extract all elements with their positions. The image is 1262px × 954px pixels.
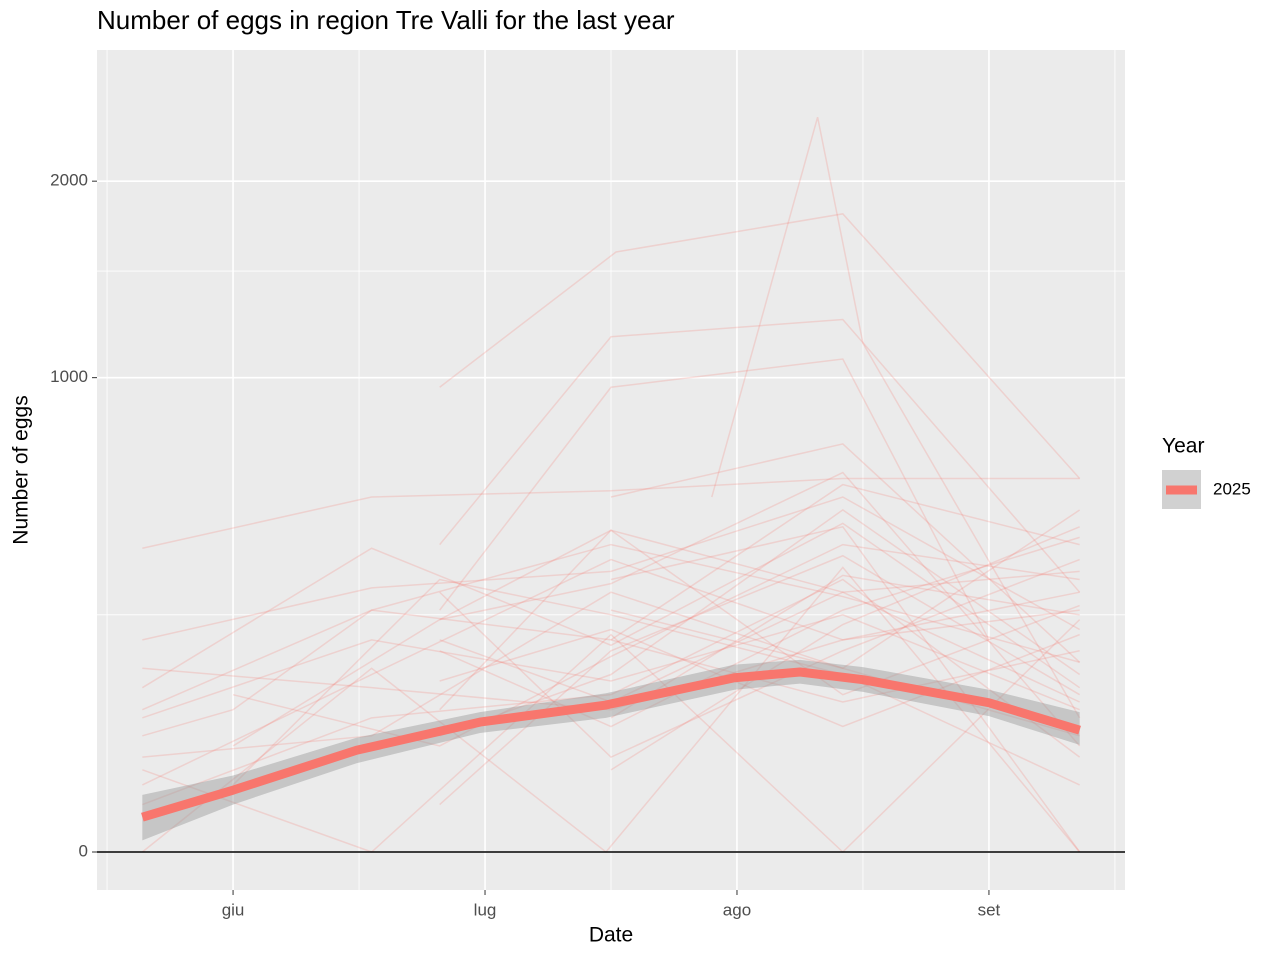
trace-line — [142, 558, 1080, 786]
legend: 2025 — [1162, 470, 1251, 509]
x-tick-label: set — [978, 900, 1001, 919]
chart-title: Number of eggs in region Tre Valli for t… — [97, 5, 675, 35]
trace-line — [232, 578, 1080, 786]
trace-line — [439, 558, 1080, 759]
x-axis-title: Date — [589, 924, 633, 947]
x-tick-label: lug — [474, 900, 497, 919]
trace-line — [439, 529, 1080, 711]
trace-line — [610, 574, 1080, 719]
trace-line — [610, 509, 1081, 670]
x-tick-label: ago — [723, 900, 751, 919]
trace-line — [142, 496, 1081, 641]
trace-line — [142, 614, 1080, 719]
trace-line — [439, 536, 1080, 728]
trace-line — [232, 529, 1080, 747]
trace-line — [610, 525, 1081, 853]
smooth — [141, 659, 1081, 841]
trace-line — [439, 318, 1081, 593]
trace-line — [142, 578, 1081, 806]
legend-label: 2025 — [1213, 479, 1251, 498]
trace-line — [232, 543, 1080, 747]
trace-line — [711, 116, 1081, 719]
trace-line — [142, 543, 1080, 737]
trace-line — [439, 471, 1081, 747]
y-tick-label: 1000 — [50, 367, 88, 386]
smooth-line — [141, 667, 1081, 822]
trace-line — [610, 483, 1080, 641]
trace-line — [439, 570, 1080, 703]
trace-line — [439, 554, 1081, 806]
trace-line — [610, 526, 1080, 771]
trace-line — [439, 509, 1081, 737]
trace-line — [141, 522, 1081, 689]
trace-line — [142, 591, 1080, 711]
y-tick-label: 0 — [79, 841, 88, 860]
trace-line — [142, 477, 1080, 550]
trace-line — [439, 213, 1081, 480]
confidence-band — [142, 659, 1080, 841]
trace-line — [142, 619, 1081, 854]
trace-line — [439, 358, 990, 641]
trace-line — [142, 609, 1080, 711]
y-tick-label: 2000 — [50, 171, 88, 190]
trace-line — [610, 443, 1081, 663]
y-axis-title: Number of eggs — [10, 395, 33, 544]
x-tick-label: giu — [222, 900, 245, 919]
legend-title: Year — [1162, 435, 1204, 458]
axes: 0 1000 2000 giu lug ago set — [50, 171, 1125, 919]
